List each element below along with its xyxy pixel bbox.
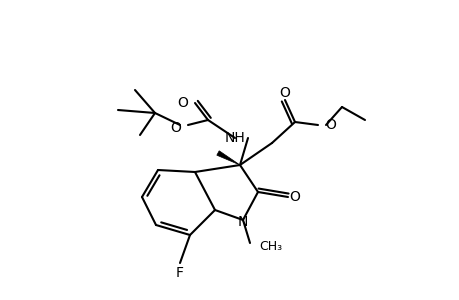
Text: O: O <box>177 96 188 110</box>
Text: F: F <box>176 266 184 280</box>
Text: O: O <box>170 121 180 135</box>
Text: N: N <box>237 215 248 229</box>
Text: NH: NH <box>224 131 245 145</box>
Text: O: O <box>325 118 335 132</box>
Text: O: O <box>289 190 300 204</box>
Text: CH₃: CH₃ <box>258 241 281 254</box>
Text: O: O <box>279 86 290 100</box>
Polygon shape <box>216 151 240 165</box>
